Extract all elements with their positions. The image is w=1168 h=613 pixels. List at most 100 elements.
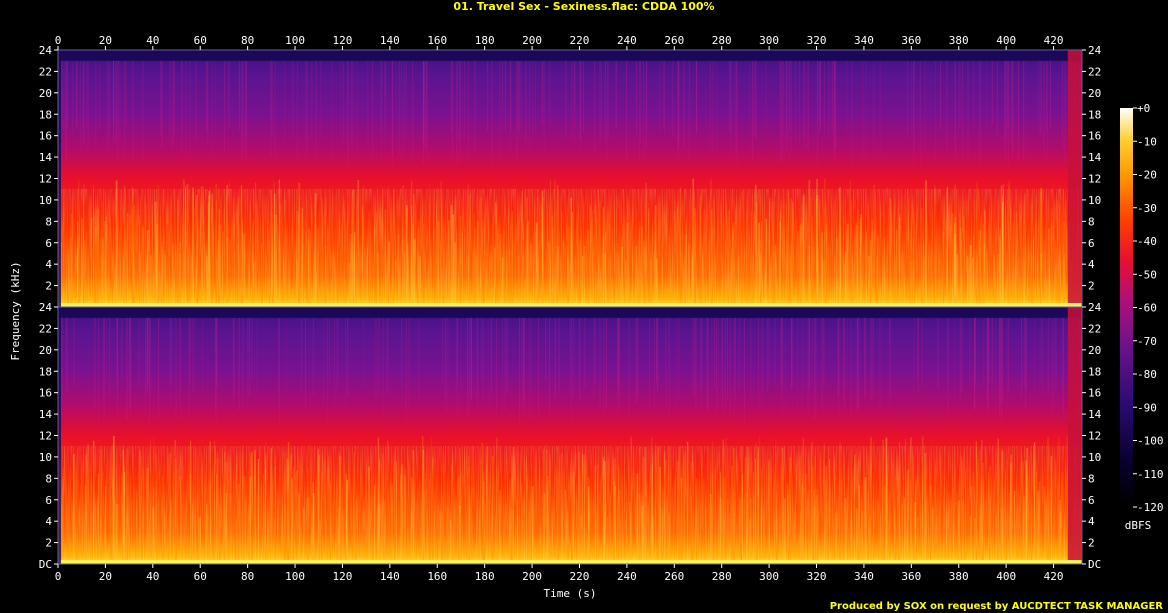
y-tick-label-right: 18	[1088, 108, 1101, 121]
hf-streak	[955, 60, 956, 156]
hf-streak	[301, 317, 302, 392]
hf-streak	[752, 60, 754, 162]
hf-streak	[87, 60, 89, 152]
hf-streak	[617, 317, 619, 400]
y-tick-label: 10	[39, 194, 52, 207]
x-tick-label: 40	[146, 570, 159, 583]
hf-streak	[724, 317, 726, 412]
hf-streak	[331, 60, 333, 166]
hf-streak	[450, 60, 452, 133]
hf-streak	[606, 317, 607, 410]
hf-streak	[834, 60, 835, 150]
hf-streak	[545, 317, 547, 383]
hf-streak	[224, 60, 226, 151]
hf-streak	[961, 317, 963, 393]
hf-streak	[126, 317, 128, 421]
hf-streak	[305, 317, 306, 411]
x-tick-label: 160	[427, 570, 447, 583]
hf-streak	[959, 60, 961, 127]
hf-streak	[974, 317, 976, 411]
hf-streak	[549, 60, 551, 126]
hf-streak	[519, 60, 521, 139]
hf-streak	[695, 317, 697, 408]
spectrogram-panels	[57, 49, 1083, 565]
hf-streak	[593, 317, 595, 397]
hf-streak	[813, 317, 815, 420]
hf-streak	[824, 60, 825, 133]
hf-streak	[105, 317, 107, 385]
hf-streak	[662, 60, 664, 128]
hf-streak	[113, 60, 114, 145]
hf-streak	[461, 60, 463, 130]
y-tick-label-right: 14	[1088, 408, 1102, 421]
hf-streak	[806, 60, 808, 150]
credit-text: Produced by SOX on request by AUCDTECT T…	[830, 601, 1164, 612]
hf-streak	[61, 60, 63, 127]
hf-streak	[345, 317, 346, 407]
hf-streak	[238, 317, 240, 411]
hf-streak	[108, 60, 110, 158]
x-tick-label-top: 60	[194, 34, 207, 47]
hf-streak	[284, 60, 286, 147]
hf-streak	[115, 60, 116, 146]
hf-streak	[329, 317, 331, 383]
hf-streak	[356, 60, 358, 152]
hf-streak	[678, 60, 680, 168]
y-tick-label: 22	[39, 65, 52, 78]
y-tick-label: 8	[45, 472, 52, 485]
hf-streak	[1006, 317, 1008, 408]
hf-streak	[991, 317, 993, 399]
hf-streak	[803, 60, 805, 147]
colorbar-label: dBFS	[1125, 519, 1152, 532]
hf-streak	[979, 60, 981, 164]
hf-streak	[510, 60, 512, 131]
hf-streak	[1046, 60, 1047, 133]
hf-streak	[600, 60, 602, 140]
hf-streak	[372, 60, 373, 163]
hf-streak	[807, 317, 809, 414]
x-tick-label-top: 20	[99, 34, 112, 47]
y-tick-label: 24	[39, 301, 53, 314]
y-tick-label-right: 10	[1088, 451, 1101, 464]
dc-line	[58, 303, 1082, 307]
hf-streak	[501, 60, 503, 130]
hf-streak	[271, 60, 273, 137]
hf-streak	[730, 60, 732, 157]
hf-streak	[470, 317, 472, 398]
hf-streak	[534, 60, 536, 130]
hf-streak	[1063, 60, 1065, 156]
hf-streak	[113, 60, 115, 126]
hf-streak	[142, 60, 144, 160]
hf-streak	[491, 60, 493, 164]
hf-streak	[459, 60, 461, 162]
hf-streak	[523, 317, 525, 416]
hf-streak	[573, 317, 575, 397]
hf-streak	[116, 60, 118, 146]
hf-streak	[496, 317, 498, 415]
x-tick-label-top: 0	[55, 34, 62, 47]
hf-streak	[522, 317, 524, 408]
hf-streak	[305, 60, 307, 167]
hf-streak	[1063, 317, 1065, 415]
hf-streak	[639, 60, 641, 144]
hf-streak	[571, 317, 572, 421]
y-tick-label: 10	[39, 451, 52, 464]
hf-streak	[999, 317, 1001, 410]
hf-streak	[962, 60, 964, 157]
hf-streak	[499, 60, 501, 157]
hf-streak	[86, 60, 88, 128]
x-tick-label-top: 40	[146, 34, 159, 47]
y-tick-label-right: 20	[1088, 87, 1101, 100]
hf-streak	[617, 317, 618, 416]
colorbar-tick-label: -40	[1137, 235, 1157, 248]
hf-streak	[169, 317, 171, 383]
hf-streak	[395, 60, 397, 130]
y-tick-label-right: 22	[1088, 322, 1101, 335]
hf-streak	[189, 60, 191, 164]
hf-streak	[248, 317, 250, 398]
hf-streak	[973, 60, 975, 130]
fade-out	[1067, 307, 1082, 560]
hf-streak	[1040, 317, 1042, 386]
hf-streak	[487, 60, 489, 131]
hf-streak	[285, 317, 287, 413]
